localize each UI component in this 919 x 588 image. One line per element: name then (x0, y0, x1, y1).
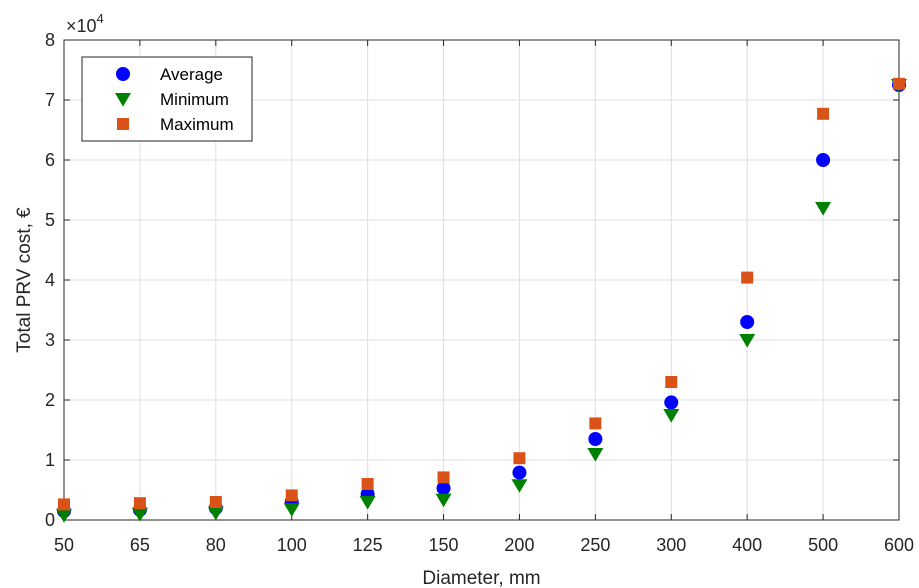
minimum-point (56, 509, 72, 523)
minimum-point (359, 496, 376, 510)
x-tick-label: 600 (884, 535, 914, 555)
x-tick-label: 125 (353, 535, 383, 555)
y-tick-label: 2 (45, 390, 55, 410)
y-axis-label: Total PRV cost, € (14, 207, 35, 353)
x-tick-label: 250 (580, 535, 610, 555)
average-point (664, 395, 679, 410)
x-tick-label: 100 (277, 535, 307, 555)
minimum-point (283, 503, 300, 517)
maximum-point (285, 489, 298, 502)
maximum-point (589, 417, 602, 430)
maximum-point (437, 471, 450, 484)
legend-label: Average (160, 65, 223, 84)
y-exponent-base: ×10 (66, 16, 97, 36)
x-tick-label: 400 (732, 535, 762, 555)
y-tick-labels: 0 1 2 3 4 5 6 7 8 (45, 30, 55, 530)
legend-item-minimum: Minimum (115, 90, 229, 109)
x-tick-label: 200 (504, 535, 534, 555)
legend-item-maximum: Maximum (117, 115, 234, 134)
minimum-point (815, 202, 832, 216)
y-tick-label: 4 (45, 270, 55, 290)
maximum-point (513, 452, 526, 465)
maximum-point (58, 498, 70, 511)
legend-box (81, 56, 253, 142)
average-point (740, 315, 755, 329)
average-point (512, 465, 527, 480)
minimum-point (511, 479, 528, 493)
x-tick-label: 300 (656, 535, 686, 555)
maximum-point (665, 376, 678, 388)
maximum-point (893, 77, 905, 90)
maximum-point (209, 496, 222, 508)
minimum-point (131, 508, 148, 522)
maximum-point (741, 271, 754, 284)
y-tick-label: 8 (45, 30, 55, 50)
series-maximum (58, 77, 905, 511)
x-tick-label: 50 (54, 535, 74, 555)
maximum-point (133, 497, 146, 510)
series-minimum (56, 79, 907, 523)
minimum-point (207, 506, 224, 521)
average-point (588, 432, 603, 446)
legend-label: Minimum (160, 90, 229, 109)
legend-marker-minimum (115, 93, 131, 107)
legend-marker-average (116, 67, 130, 81)
y-tick-label: 5 (45, 210, 55, 230)
minimum-point (435, 493, 452, 508)
y-exponent-label: ×104 (66, 11, 104, 36)
minimum-point (663, 409, 680, 423)
y-tick-label: 6 (45, 150, 55, 170)
legend-marker-maximum (117, 118, 129, 130)
data-points (56, 77, 907, 523)
x-tick-label: 150 (429, 535, 459, 555)
y-tick-label: 1 (45, 450, 55, 470)
minimum-point (739, 334, 756, 348)
x-tick-labels: 50 65 80 100 125 150 200 250 300 400 500 600 (54, 535, 914, 555)
maximum-point (361, 478, 374, 490)
series-average (57, 78, 906, 518)
x-tick-label: 80 (206, 535, 226, 555)
legend: Average Minimum Maximum (81, 56, 253, 142)
average-point (436, 481, 451, 496)
legend-item-average: Average (116, 65, 223, 84)
y-tick-label: 0 (45, 510, 55, 530)
maximum-point (817, 107, 830, 120)
y-tick-label: 3 (45, 330, 55, 350)
y-exponent-power: 4 (97, 11, 104, 26)
average-point (816, 153, 831, 167)
x-tick-label: 500 (808, 535, 838, 555)
x-tick-label: 65 (130, 535, 150, 555)
minimum-point (587, 448, 604, 462)
legend-label: Maximum (160, 115, 234, 134)
x-axis-label: Diameter, mm (422, 568, 540, 588)
y-tick-label: 7 (45, 90, 55, 110)
